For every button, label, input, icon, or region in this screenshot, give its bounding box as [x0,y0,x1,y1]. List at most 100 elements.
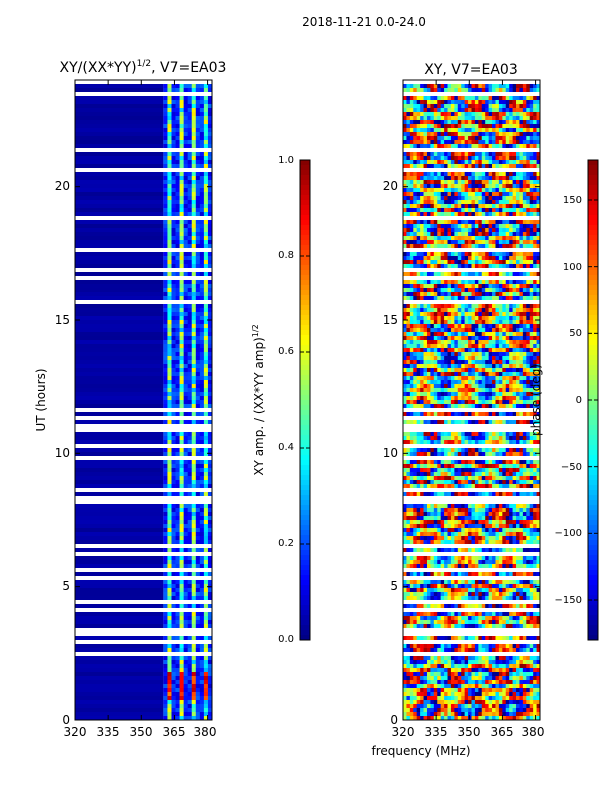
heatmap-cell [175,520,180,524]
heatmap-cell [450,220,455,224]
heatmap-cell [522,380,527,384]
heatmap-cell [409,140,414,144]
heatmap-cell [195,380,201,384]
heatmap-cell [163,304,168,308]
heatmap-cell [187,648,193,652]
heatmap-cell [207,292,213,296]
heatmap-cell [474,308,479,312]
heatmap-cell [187,384,193,388]
heatmap-cell [167,116,172,120]
heatmap-cell [199,700,205,704]
heatmap-cell [454,328,459,332]
heatmap-cell [175,260,180,264]
heatmap-cell [485,280,489,284]
heatmap-cell [526,396,531,400]
heatmap-cell [409,244,414,248]
heatmap-cell [409,144,414,148]
heatmap-cell [536,412,541,416]
heatmap-cell [426,288,431,292]
heatmap-cell [492,436,496,440]
heatmap-cell [409,200,414,204]
heatmap-cell [433,284,438,288]
heatmap-cell [495,176,500,180]
heatmap-cell [430,352,435,356]
heatmap-cell [423,164,428,168]
heatmap-cell [461,252,465,256]
heatmap-cell [440,332,445,336]
heatmap-cell [191,96,197,100]
heatmap-cell [195,516,201,520]
heatmap-cell [171,120,176,124]
heatmap-cell [536,88,541,92]
heatmap-cell [163,440,168,444]
heatmap-cell [526,124,531,128]
heatmap-cell [498,236,503,240]
heatmap-cell [457,360,462,364]
heatmap-cell [454,128,459,132]
heatmap-cell [199,536,205,540]
heatmap-cell [199,588,205,592]
heatmap-cell [444,156,448,160]
heatmap-cell [163,116,168,120]
heatmap-cell [403,112,407,116]
heatmap-cell [488,180,493,184]
heatmap-cell [481,312,486,316]
heatmap-cell [536,388,541,392]
heatmap-cell [471,292,476,296]
heatmap-cell [163,152,168,156]
heatmap-cell [423,256,428,260]
heatmap-cell [485,232,489,236]
heatmap-cell [75,664,164,668]
heatmap-cell [444,220,448,224]
heatmap-cell [187,236,193,240]
heatmap-cell [175,356,180,360]
heatmap-cell [478,376,483,380]
heatmap-cell [167,320,172,324]
heatmap-cell [416,200,421,204]
heatmap-cell [437,164,441,168]
heatmap-cell [474,132,479,136]
heatmap-cell [444,256,448,260]
heatmap-cell [519,88,524,92]
heatmap-cell [163,520,168,524]
heatmap-cell [195,464,201,468]
heatmap-cell [464,236,469,240]
heatmap-cell [187,304,193,308]
heatmap-cell [75,328,164,332]
heatmap-cell [502,312,507,316]
heatmap-cell [175,476,180,480]
heatmap-cell [420,160,424,164]
heatmap-cell [433,308,438,312]
heatmap-cell [191,192,197,196]
heatmap-cell [187,100,193,104]
heatmap-cell [495,200,500,204]
heatmap-cell [203,140,209,144]
heatmap-cell [502,232,507,236]
heatmap-cell [502,380,507,384]
heatmap-cell [413,440,417,444]
heatmap-cell [207,564,213,568]
heatmap-cell [454,436,459,440]
heatmap-cell [509,352,513,356]
heatmap-cell [203,532,209,536]
heatmap-cell [492,404,496,408]
heatmap-cell [163,588,168,592]
heatmap-cell [474,156,479,160]
heatmap-cell [464,120,469,124]
heatmap-cell [502,336,507,340]
heatmap-cell [454,156,459,160]
heatmap-cell [444,396,448,400]
heatmap-cell [440,380,445,384]
heatmap-cell [447,124,452,128]
heatmap-cell [171,188,176,192]
heatmap-cell [199,224,205,228]
heatmap-cell [447,160,452,164]
heatmap-cell [450,440,455,444]
heatmap-cell [430,96,435,100]
heatmap-cell [183,292,188,296]
heatmap-cell [516,324,520,328]
heatmap-cell [440,288,445,292]
heatmap-cell [454,332,459,336]
heatmap-cell [179,376,184,380]
heatmap-cell [430,404,435,408]
